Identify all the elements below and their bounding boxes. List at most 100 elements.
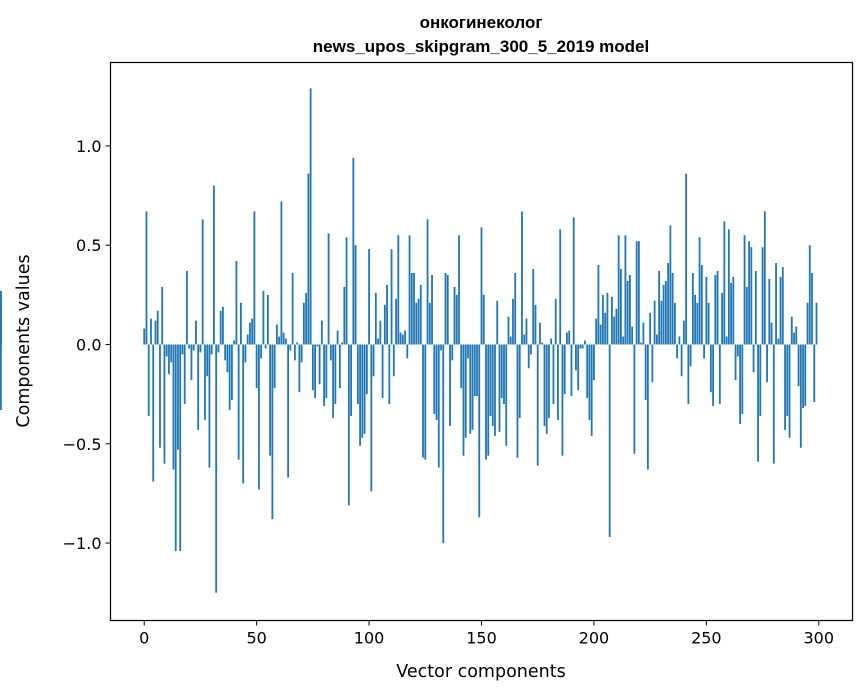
bar: [662, 284, 665, 345]
bar: [473, 344, 476, 397]
y-tick-label: 1.0: [76, 137, 101, 156]
bar: [264, 344, 267, 349]
bar: [815, 302, 818, 345]
bar: [183, 344, 186, 405]
bar: [242, 344, 245, 484]
bar: [343, 286, 346, 345]
bar: [532, 269, 535, 345]
bar: [487, 344, 490, 456]
y-tick-label: −1.0: [63, 534, 102, 553]
bar: [442, 344, 445, 544]
bar: [0, 344, 2, 411]
bar: [584, 340, 586, 345]
bar: [174, 344, 177, 551]
bar: [658, 271, 661, 345]
bar: [462, 344, 465, 456]
bar: [635, 241, 638, 345]
bar: [258, 344, 260, 490]
bar: [655, 334, 658, 345]
bar: [718, 344, 721, 405]
bar: [401, 334, 404, 345]
bar: [419, 284, 422, 345]
bar: [428, 302, 431, 345]
bar: [278, 336, 281, 345]
bar: [273, 344, 276, 389]
bar: [637, 241, 640, 345]
bar: [365, 344, 368, 395]
bar: [410, 272, 413, 345]
bar: [368, 249, 370, 345]
bar: [806, 302, 809, 345]
bar: [777, 338, 780, 345]
bar: [727, 229, 730, 345]
bar: [451, 344, 454, 361]
bar: [195, 320, 197, 345]
plot-frame: [109, 61, 854, 622]
bar: [154, 320, 157, 345]
bar: [788, 344, 791, 438]
bar: [413, 272, 415, 345]
bar: [608, 344, 611, 538]
bar: [471, 344, 474, 430]
bar: [440, 344, 442, 351]
bar: [280, 201, 283, 345]
bar: [595, 318, 598, 345]
bar: [730, 282, 732, 345]
bar: [379, 320, 382, 345]
bar: [507, 316, 510, 345]
bar: [536, 344, 539, 466]
chart-subtitle: news_upos_skipgram_300_5_2019 model: [313, 37, 649, 56]
bar: [449, 344, 451, 426]
bar: [233, 340, 236, 345]
bar: [561, 344, 564, 456]
bar: [579, 344, 582, 349]
bar: [732, 276, 735, 345]
bar: [640, 342, 643, 345]
bar: [431, 274, 433, 345]
bar: [383, 304, 386, 345]
bar: [615, 308, 618, 345]
bar: [559, 229, 562, 345]
bar: [302, 302, 305, 345]
bar: [757, 344, 759, 462]
bar: [694, 294, 697, 345]
bar: [284, 338, 287, 345]
bar: [660, 300, 663, 345]
bar: [307, 173, 310, 345]
bar: [159, 344, 161, 448]
bar: [350, 344, 352, 416]
bar: [698, 237, 701, 345]
bar: [179, 344, 182, 551]
bar: [165, 344, 168, 357]
bar: [458, 235, 460, 345]
bar: [282, 332, 285, 345]
bar: [651, 344, 654, 383]
bar: [338, 344, 341, 389]
bar: [525, 318, 528, 345]
bar: [352, 157, 355, 345]
bar: [813, 344, 816, 403]
bar: [147, 344, 150, 416]
bar: [804, 344, 807, 407]
bar: [572, 217, 575, 345]
bar: [437, 344, 440, 468]
bar: [455, 294, 458, 345]
bar: [790, 316, 793, 345]
bar: [213, 185, 215, 345]
bar: [629, 274, 631, 345]
bar: [480, 227, 483, 345]
bar: [494, 344, 496, 436]
bar: [197, 344, 200, 430]
bar: [210, 344, 213, 355]
bar: [518, 344, 521, 418]
bar: [237, 344, 240, 460]
bar: [300, 344, 303, 363]
bar: [696, 302, 699, 345]
bar: [289, 344, 292, 351]
bar: [642, 322, 645, 345]
bar: [743, 235, 746, 345]
bar: [734, 344, 737, 381]
bar: [811, 272, 813, 345]
bar: [415, 302, 418, 345]
bar: [714, 274, 717, 345]
